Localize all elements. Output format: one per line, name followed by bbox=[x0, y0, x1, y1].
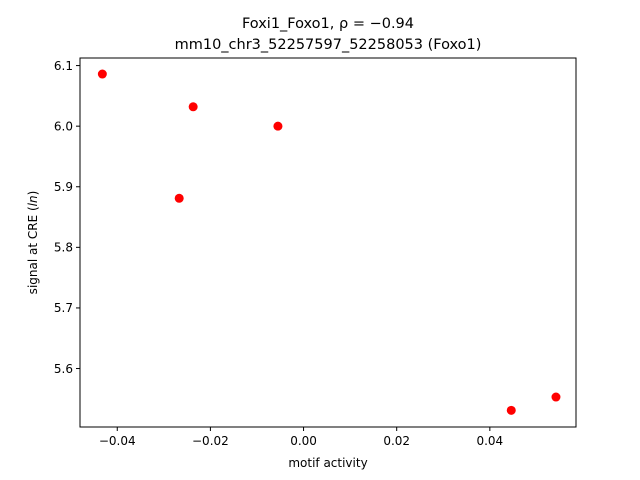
chart-title-line2: mm10_chr3_52257597_52258053 (Foxo1) bbox=[175, 37, 482, 53]
x-axis-ticks: −0.04 −0.02 0.00 0.02 0.04 bbox=[99, 427, 503, 448]
y-tick-label-3: 5.9 bbox=[54, 180, 73, 194]
data-points bbox=[97, 69, 561, 415]
x-axis-label: motif activity bbox=[288, 456, 367, 470]
y-tick-label-2: 5.8 bbox=[54, 241, 73, 255]
y-axis-label-italic: ln bbox=[26, 195, 40, 206]
y-tick-label-1: 5.7 bbox=[54, 301, 73, 315]
data-point-2 bbox=[273, 121, 283, 131]
data-point-5 bbox=[551, 392, 561, 402]
chart-title-line1: Foxi1_Foxo1, ρ = −0.94 bbox=[242, 16, 414, 32]
y-axis-ticks: 5.6 5.7 5.8 5.9 6.0 6.1 bbox=[54, 59, 80, 376]
x-tick-label-2: 0.00 bbox=[290, 434, 317, 448]
x-tick-label-1: −0.02 bbox=[192, 434, 229, 448]
y-axis-label-prefix: signal at CRE ( bbox=[26, 206, 40, 294]
y-axis-label: signal at CRE (ln) bbox=[26, 191, 40, 295]
x-tick-label-3: 0.02 bbox=[383, 434, 410, 448]
data-point-0 bbox=[97, 69, 107, 79]
x-tick-label-0: −0.04 bbox=[99, 434, 136, 448]
data-point-4 bbox=[506, 405, 516, 415]
y-axis-label-suffix: ) bbox=[26, 191, 40, 196]
data-point-3 bbox=[174, 193, 184, 203]
plot-frame bbox=[79, 57, 577, 428]
y-tick-label-5: 6.1 bbox=[54, 59, 73, 73]
data-point-1 bbox=[188, 102, 198, 112]
y-tick-label-0: 5.6 bbox=[54, 362, 73, 376]
x-tick-label-4: 0.04 bbox=[476, 434, 503, 448]
y-tick-label-4: 6.0 bbox=[54, 119, 73, 133]
